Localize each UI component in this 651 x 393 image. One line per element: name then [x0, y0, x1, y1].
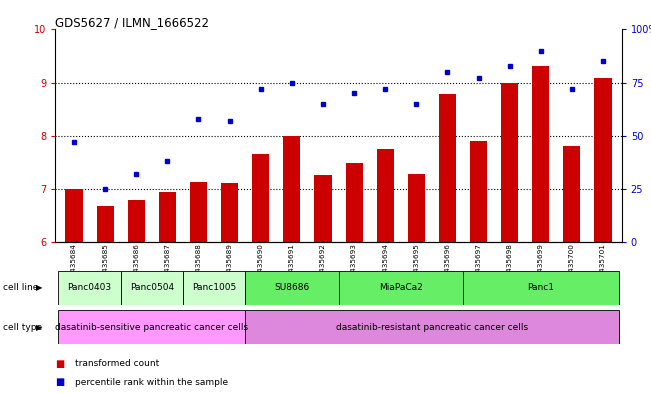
Bar — [128, 200, 145, 242]
Bar — [59, 271, 120, 305]
Bar — [252, 154, 270, 242]
Bar — [463, 271, 618, 305]
Text: dasatinib-resistant pancreatic cancer cells: dasatinib-resistant pancreatic cancer ce… — [336, 323, 528, 332]
Text: ▶: ▶ — [36, 283, 42, 292]
Text: Panc0403: Panc0403 — [68, 283, 111, 292]
Bar — [66, 189, 83, 242]
Bar — [120, 271, 183, 305]
Bar — [339, 271, 463, 305]
Bar — [245, 271, 339, 305]
Text: transformed count: transformed count — [75, 359, 159, 368]
Text: Panc1005: Panc1005 — [192, 283, 236, 292]
Bar — [221, 183, 238, 242]
Text: MiaPaCa2: MiaPaCa2 — [379, 283, 422, 292]
Text: SU8686: SU8686 — [274, 283, 309, 292]
Bar — [377, 149, 394, 242]
Text: ■: ■ — [55, 377, 64, 387]
Bar — [283, 136, 300, 242]
Text: GDS5627 / ILMN_1666522: GDS5627 / ILMN_1666522 — [55, 16, 210, 29]
Bar — [346, 163, 363, 242]
Text: cell line: cell line — [3, 283, 38, 292]
Bar — [594, 78, 611, 242]
Bar — [563, 146, 581, 242]
Text: ■: ■ — [55, 358, 64, 369]
Text: Panc1: Panc1 — [527, 283, 554, 292]
Bar — [96, 206, 114, 242]
Text: dasatinib-sensitive pancreatic cancer cells: dasatinib-sensitive pancreatic cancer ce… — [55, 323, 249, 332]
Bar — [159, 192, 176, 242]
Bar — [533, 66, 549, 242]
Bar — [439, 94, 456, 242]
Bar — [183, 271, 245, 305]
Text: percentile rank within the sample: percentile rank within the sample — [75, 378, 228, 387]
Bar — [245, 310, 618, 344]
Bar — [314, 175, 331, 242]
Bar — [470, 141, 487, 242]
Text: ▶: ▶ — [36, 323, 42, 332]
Bar — [190, 182, 207, 242]
Text: cell type: cell type — [3, 323, 42, 332]
Bar — [501, 83, 518, 242]
Text: Panc0504: Panc0504 — [130, 283, 174, 292]
Bar — [408, 174, 425, 242]
Bar — [59, 310, 245, 344]
